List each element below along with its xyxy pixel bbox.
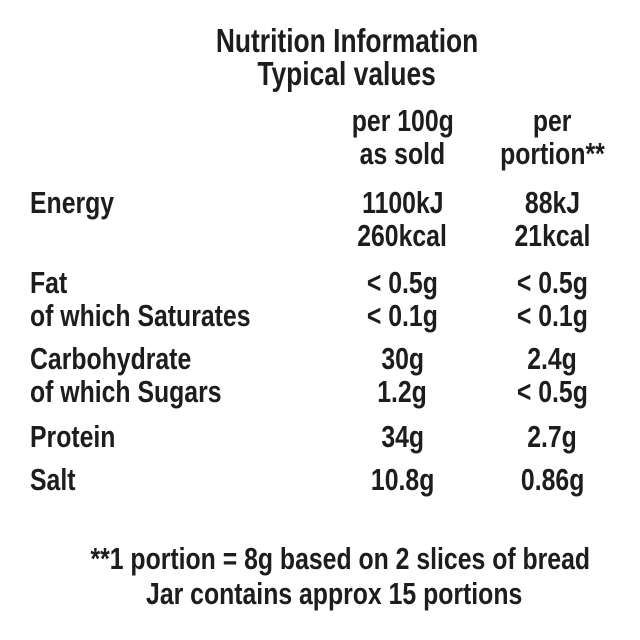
value-per-portion: 88kJ [524, 185, 581, 220]
value-per-100g: 260kcal [357, 218, 448, 253]
value-per-100g: 1.2g [377, 374, 428, 409]
value-per-portion: 0.86g [520, 462, 585, 497]
column-header-spacer [30, 104, 325, 170]
value-per-portion: 21kcal [514, 218, 591, 253]
value-per-100g: < 0.1g [367, 298, 438, 333]
row-label: of which Saturates [30, 298, 251, 333]
row-label: Energy [30, 185, 115, 220]
table-row-protein: Protein 34g 2.7g [30, 420, 625, 453]
row-label: Carbohydrate [30, 341, 192, 376]
value-per-portion: < 0.5g [517, 374, 588, 409]
table-row-energy: Energy 1100kJ 88kJ [30, 186, 625, 219]
table-row-sugars: of which Sugars 1.2g < 0.5g [30, 375, 625, 408]
column-header-per-100g: per 100g as sold [351, 103, 454, 171]
label-header: Nutrition Information Typical values [54, 24, 640, 90]
footnote-jar-portions: Jar contains approx 15 portions [145, 576, 523, 611]
label-title: Nutrition Information [215, 22, 479, 59]
value-per-portion: 2.4g [527, 341, 578, 376]
footnotes: **1 portion = 8g based on 2 slices of br… [28, 541, 640, 611]
value-per-100g: < 0.5g [367, 265, 438, 300]
table-row-fat: Fat < 0.5g < 0.5g [30, 266, 625, 299]
value-per-portion: < 0.5g [517, 265, 588, 300]
value-per-portion: 2.7g [527, 419, 578, 454]
value-per-100g: 30g [381, 341, 424, 376]
nutrition-table: per 100g as sold per portion** Energy 11… [30, 104, 625, 496]
column-headers: per 100g as sold per portion** [30, 104, 625, 170]
row-label [30, 219, 325, 252]
table-row-energy-kcal: 260kcal 21kcal [30, 219, 625, 252]
footnote-portion-definition: **1 portion = 8g based on 2 slices of br… [90, 541, 591, 576]
value-per-100g: 10.8g [370, 462, 435, 497]
column-header-per-portion: per portion** [500, 103, 605, 171]
table-row-carbohydrate: Carbohydrate 30g 2.4g [30, 342, 625, 375]
row-label: Protein [30, 419, 116, 454]
value-per-portion: < 0.1g [517, 298, 588, 333]
label-subtitle: Typical values [257, 55, 437, 92]
value-per-100g: 34g [381, 419, 424, 454]
row-label: Salt [30, 462, 76, 497]
table-row-saturates: of which Saturates < 0.1g < 0.1g [30, 299, 625, 332]
value-per-100g: 1100kJ [361, 185, 444, 220]
row-label: of which Sugars [30, 374, 222, 409]
table-row-salt: Salt 10.8g 0.86g [30, 463, 625, 496]
table-body: Energy 1100kJ 88kJ 260kcal 21kcal Fat < … [30, 186, 625, 496]
row-label: Fat [30, 265, 68, 300]
